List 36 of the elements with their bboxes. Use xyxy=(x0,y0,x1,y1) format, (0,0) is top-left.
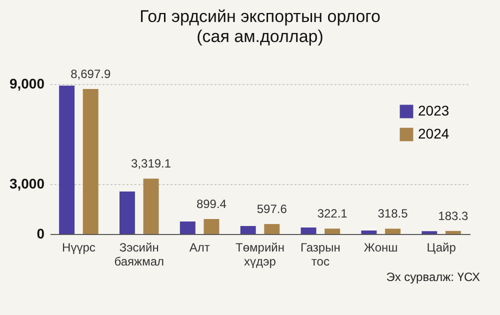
x-tick-label: Зэсийн баяжмал xyxy=(114,240,164,268)
bar xyxy=(59,86,75,234)
bar xyxy=(240,226,256,234)
x-tick-label: Жонш xyxy=(364,240,398,254)
data-label: 899.4 xyxy=(196,197,227,212)
bar xyxy=(385,228,401,234)
x-tick-label: Төмрийн хүдэр xyxy=(236,240,284,268)
bar xyxy=(82,89,98,234)
bar xyxy=(300,228,316,234)
x-tick-label: Газрын тос xyxy=(300,240,340,268)
y-tick-label: 9,000 xyxy=(9,76,45,92)
chart-subtitle: (сая ам.доллар) xyxy=(196,27,324,46)
bar xyxy=(204,219,220,234)
text: Эх сурвалж: ҮСХ xyxy=(386,270,480,284)
bar xyxy=(119,192,135,234)
bar xyxy=(422,231,438,234)
x-tick-label: Нүүрс xyxy=(62,240,96,254)
data-label: 3,319.1 xyxy=(131,156,172,171)
x-tick-label: Алт xyxy=(189,240,210,254)
bar xyxy=(361,230,377,234)
bar xyxy=(264,224,280,234)
data-label: 8,697.9 xyxy=(70,67,111,82)
data-label: 318.5 xyxy=(378,206,408,221)
y-tick-label: 3,000 xyxy=(9,176,45,192)
legend-label: 2023 xyxy=(418,102,450,118)
legend-label: 2024 xyxy=(418,126,450,142)
bar xyxy=(445,230,461,234)
data-label: 597.6 xyxy=(256,202,288,216)
bar xyxy=(180,222,196,234)
data-label: 183.3 xyxy=(438,208,469,223)
y-tick-label: 0 xyxy=(36,226,45,242)
x-tick-label: Цайр xyxy=(426,240,456,254)
chart-title: Гол эрдсийн экспортын орлого xyxy=(140,7,380,26)
data-label: 322.1 xyxy=(317,206,348,221)
bar xyxy=(143,178,159,234)
bar xyxy=(324,228,340,234)
